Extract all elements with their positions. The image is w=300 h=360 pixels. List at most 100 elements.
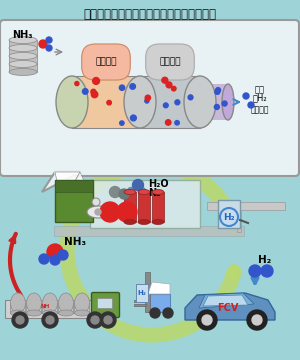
Circle shape [261,265,273,277]
Bar [90,180,200,228]
Circle shape [247,310,267,330]
Ellipse shape [26,310,41,316]
Text: 分解装置: 分解装置 [95,58,117,67]
Bar [124,192,136,222]
Polygon shape [203,295,248,306]
Circle shape [150,308,160,318]
Bar [148,294,170,312]
Circle shape [87,312,103,328]
Ellipse shape [43,293,58,313]
Text: 除去装置: 除去装置 [159,58,181,67]
Bar [5,300,95,318]
Circle shape [145,95,151,100]
Bar [138,192,150,222]
Circle shape [119,85,125,90]
Bar [58,303,73,313]
Text: FCV: FCV [217,303,239,313]
Circle shape [197,310,217,330]
Circle shape [175,100,180,105]
Bar [97,298,112,308]
Ellipse shape [58,293,74,313]
Circle shape [107,100,111,105]
Circle shape [215,89,220,94]
Ellipse shape [9,60,37,68]
Circle shape [130,84,135,89]
Circle shape [172,86,176,91]
Circle shape [100,202,120,222]
Circle shape [42,312,58,328]
Circle shape [95,209,101,215]
Ellipse shape [74,310,89,316]
Polygon shape [62,172,95,205]
Bar [9,48,37,56]
Ellipse shape [58,310,74,316]
Ellipse shape [74,293,89,313]
Bar [200,84,228,120]
Bar [74,303,89,313]
Circle shape [46,316,54,324]
Text: NH₃: NH₃ [64,237,86,247]
Circle shape [92,91,98,98]
Bar [9,40,37,48]
Text: 精製装置: 精製装置 [251,105,269,114]
Circle shape [58,250,68,260]
Polygon shape [42,172,80,192]
Circle shape [175,121,179,125]
Bar [9,64,37,72]
Circle shape [39,254,49,264]
Text: NH: NH [40,305,50,310]
Circle shape [163,308,173,318]
Ellipse shape [124,220,136,225]
Circle shape [202,315,212,325]
Bar [10,303,25,313]
Bar [207,202,285,210]
Ellipse shape [26,293,41,313]
Circle shape [75,81,79,86]
Circle shape [166,120,171,125]
Circle shape [248,102,254,108]
Circle shape [92,198,100,206]
Circle shape [243,93,249,99]
Ellipse shape [56,76,88,128]
Circle shape [252,315,262,325]
Circle shape [139,188,145,194]
Bar [140,76,200,128]
Bar [72,76,140,128]
Circle shape [12,312,28,328]
Circle shape [39,40,47,48]
FancyBboxPatch shape [0,20,299,176]
Bar [9,56,37,64]
Circle shape [216,87,220,93]
Ellipse shape [43,310,58,316]
Ellipse shape [138,189,150,194]
Ellipse shape [124,76,156,128]
Circle shape [93,77,100,84]
Ellipse shape [9,68,37,76]
Circle shape [166,82,172,88]
Ellipse shape [138,220,150,225]
Circle shape [91,89,96,94]
Circle shape [164,103,168,108]
Circle shape [220,208,238,226]
Circle shape [91,316,99,324]
Polygon shape [55,172,80,205]
Circle shape [100,312,116,328]
Circle shape [133,180,143,190]
Ellipse shape [184,76,216,128]
Bar [42,303,57,313]
Text: 高純: 高純 [255,86,265,95]
Ellipse shape [222,84,234,120]
Ellipse shape [9,36,37,44]
Text: N₂: N₂ [148,188,161,198]
Circle shape [249,265,261,277]
Circle shape [162,77,168,83]
Text: H₂: H₂ [223,212,235,221]
Bar [134,300,146,302]
Ellipse shape [9,45,37,51]
Circle shape [119,189,129,199]
Polygon shape [185,293,275,320]
Circle shape [117,202,137,222]
Circle shape [128,188,134,194]
Circle shape [222,101,227,106]
Text: H₂: H₂ [138,290,146,296]
